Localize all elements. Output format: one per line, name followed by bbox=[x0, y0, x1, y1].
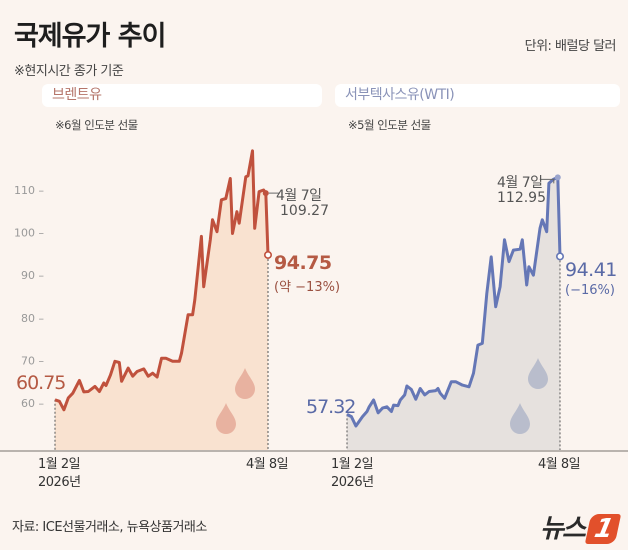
y-tick-label: 80 – bbox=[21, 312, 44, 325]
wti-peak-value: 112.95 bbox=[497, 190, 546, 206]
wti-title-pill: 서부텍사스유(WTI) bbox=[335, 84, 620, 107]
oil-drop-icon bbox=[216, 403, 236, 434]
wti-peak-date: 4월 7일 bbox=[497, 175, 543, 191]
source-note: 자료: ICE선물거래소, 뉴욕상품거래소 bbox=[12, 520, 207, 535]
wti-end-value: 94.41 bbox=[565, 259, 617, 281]
page-title: 국제유가 추이 bbox=[14, 21, 166, 52]
y-tick-label: 100 – bbox=[14, 227, 44, 240]
y-tick-label: 110 – bbox=[14, 184, 44, 197]
brent-x-end: 4월 8일 bbox=[246, 457, 289, 472]
wti-note: ※5월 인도분 선물 bbox=[348, 118, 431, 132]
x-tick-year: 2026년 bbox=[331, 475, 374, 490]
brent-x-start: 1월 2일 2026년 bbox=[38, 456, 81, 492]
brent-title-pill: 브렌트유 bbox=[42, 84, 322, 107]
x-tick-label: 1월 2일 bbox=[38, 457, 81, 472]
oil-drop-icon bbox=[510, 403, 530, 434]
subtitle: ※현지시간 종가 기준 bbox=[14, 64, 124, 79]
x-tick-label: 1월 2일 bbox=[331, 457, 374, 472]
y-axis: 60 – 70 – 80 – 90 – 100 – 110 – bbox=[14, 184, 44, 410]
brent-series-line bbox=[54, 149, 270, 412]
logo-text: 뉴스 bbox=[540, 514, 586, 544]
x-tick-year: 2026년 bbox=[38, 475, 81, 490]
wti-peak-leader bbox=[539, 178, 555, 184]
brent-start-value: 60.75 bbox=[16, 372, 66, 394]
wti-area-fill bbox=[347, 177, 560, 451]
brent-change: (약 −13%) bbox=[274, 280, 341, 295]
oil-drop-icon bbox=[235, 368, 255, 399]
oil-drop-icon bbox=[528, 358, 548, 389]
brent-peak-value: 109.27 bbox=[280, 203, 329, 219]
brent-note: ※6월 인도분 선물 bbox=[55, 118, 138, 132]
wti-end-marker bbox=[555, 252, 564, 261]
wti-x-start: 1월 2일 2026년 bbox=[331, 456, 374, 492]
wti-start-value: 57.32 bbox=[306, 396, 356, 418]
brent-peak-date: 4월 7일 bbox=[276, 188, 322, 204]
y-tick-label: 90 – bbox=[21, 269, 44, 282]
y-tick-label: 60 – bbox=[21, 397, 44, 410]
brent-end-value: 94.75 bbox=[274, 252, 332, 274]
wti-change: (−16%) bbox=[565, 283, 615, 298]
brent-peak-marker bbox=[262, 190, 269, 197]
unit-label: 단위: 배럴당 달러 bbox=[524, 39, 617, 54]
brent-end-marker bbox=[263, 250, 272, 259]
y-tick-label: 70 – bbox=[21, 354, 44, 367]
wti-peak-marker bbox=[554, 174, 561, 181]
wti-x-end: 4월 8일 bbox=[538, 457, 581, 472]
brent-area-fill bbox=[55, 150, 268, 452]
logo-mark: 1 bbox=[584, 514, 622, 544]
news1-logo: 뉴스 1 bbox=[540, 508, 622, 545]
